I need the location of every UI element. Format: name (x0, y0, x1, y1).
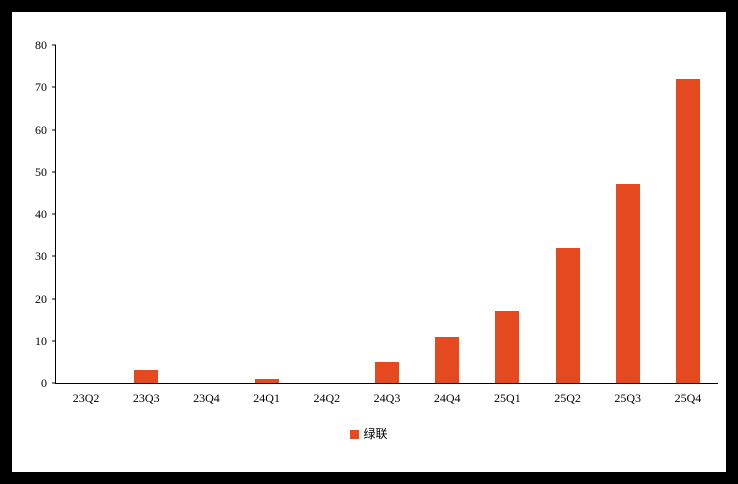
y-axis-tick-label: 70 (35, 80, 47, 95)
y-axis-tick-label: 40 (35, 207, 47, 221)
x-axis-tick-label: 24Q1 (253, 391, 280, 405)
y-axis-tick-label: 0 (41, 376, 47, 390)
bar-24Q1 (254, 378, 279, 383)
x-axis-tick-label: 25Q1 (494, 391, 521, 405)
y-axis-tick-mark (52, 255, 56, 257)
y-axis-tick-label: 10 (35, 333, 47, 348)
y-axis-tick-label: 30 (35, 249, 47, 264)
y-axis-tick-mark (52, 382, 56, 384)
y-axis-tick-label: 60 (35, 122, 47, 137)
y-axis-tick-mark (52, 213, 56, 215)
x-axis-tick-label: 23Q2 (72, 391, 100, 405)
y-axis-tick-mark (52, 86, 56, 88)
y-axis-tick-mark (52, 340, 56, 342)
bar-25Q3 (615, 184, 640, 383)
x-axis-tick-label: 23Q3 (132, 391, 160, 405)
x-axis-tick-label: 25Q2 (554, 391, 581, 405)
y-axis-tick-label: 80 (35, 38, 47, 52)
x-axis-tick-label: 24Q2 (313, 391, 341, 405)
x-axis-tick-label: 24Q3 (373, 391, 401, 405)
y-axis-tick-mark (52, 171, 56, 173)
y-axis-tick-mark (52, 129, 56, 130)
bar-23Q3 (134, 370, 159, 383)
legend-label: 绿联 (363, 427, 388, 441)
bar-24Q3 (375, 361, 399, 383)
x-axis-tick-label: 23Q4 (193, 391, 220, 405)
legend: 绿联 (12, 428, 726, 440)
y-axis-tick-label: 20 (35, 291, 47, 306)
legend-swatch (350, 429, 360, 439)
y-axis-tick-label: 50 (35, 164, 47, 179)
bar-25Q4 (675, 78, 700, 383)
x-axis-tick-label: 25Q4 (674, 391, 702, 405)
bar-25Q1 (495, 311, 520, 383)
y-axis-tick-mark (52, 44, 56, 46)
plot-area: 0 10 20 30 40 50 60 70 80 23Q2 23Q3 23Q4 24Q1 24Q2 24Q… (35, 39, 718, 404)
y-axis-tick-mark (52, 298, 56, 299)
chart-panel: 0 10 20 30 40 50 60 70 80 23Q2 23Q3 23Q4 24Q1 24Q2 24Q… (12, 12, 726, 472)
bar-24Q4 (435, 336, 460, 383)
x-axis-tick-label: 24Q4 (433, 391, 461, 405)
x-axis-tick-label: 25Q3 (614, 391, 642, 405)
bar-25Q2 (555, 247, 580, 383)
